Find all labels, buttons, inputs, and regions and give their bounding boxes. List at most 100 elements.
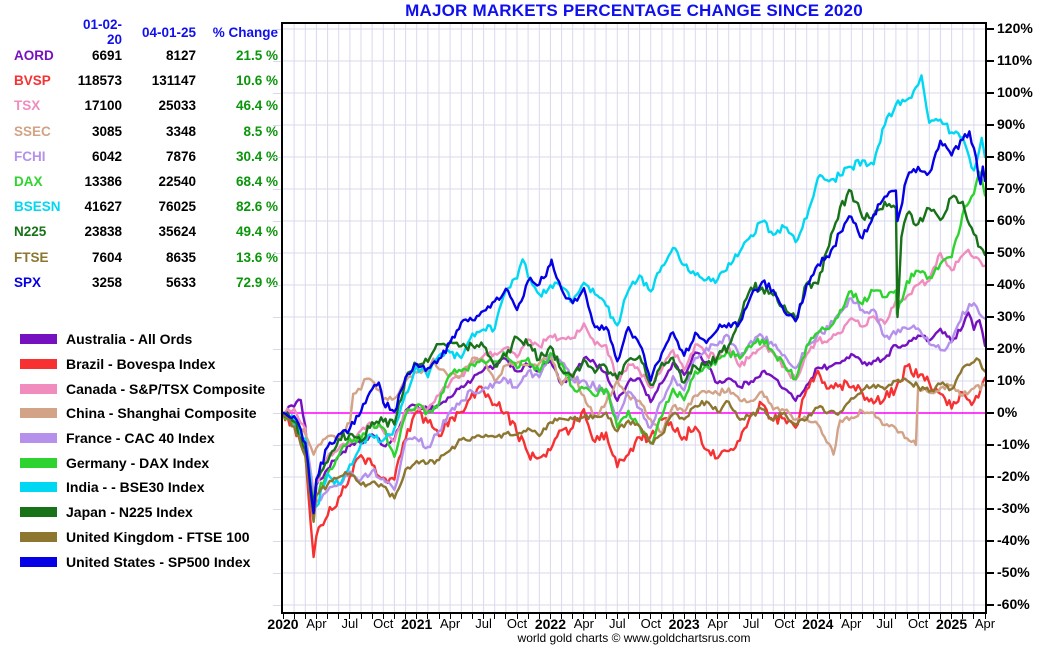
y-axis-label: 20% [997,340,1026,356]
x-axis-label: Jul [742,616,760,631]
legend-swatch-dax [20,457,57,468]
y-axis-tick [987,188,994,190]
legend-item: China - Shanghai Composite [20,401,265,426]
y-axis-tick [987,284,994,286]
y-axis-grid-stub [273,573,281,574]
x-axis-tick [282,614,284,619]
row-symbol: DAX [14,174,43,190]
y-axis-grid-stub [273,157,281,158]
x-axis-label: Apr [573,616,594,631]
y-axis-label: 120% [997,20,1033,36]
y-axis-tick [987,540,994,542]
legend-item: Brazil - Bovespa Index [20,352,265,377]
table-row: FCHI 6042 7876 30.4 % [14,144,278,169]
y-axis-tick [987,156,994,158]
y-axis-label: -50% [997,564,1030,580]
series-line-aord [283,311,985,520]
x-axis-label: Oct [640,616,661,631]
x-axis-tick [928,614,930,619]
x-axis-tick [549,614,551,619]
row-end-value: 7876 [165,148,196,164]
header-pct-change: % Change [212,24,278,40]
summary-table-header: 01-02-20 04-01-25 % Change [14,17,278,47]
plot-area [281,22,987,614]
y-axis-tick [987,604,994,606]
y-axis-label: 60% [997,212,1026,228]
x-axis-tick [627,614,629,619]
x-axis-tick [639,614,641,619]
x-axis-tick [728,614,730,619]
x-axis-tick [605,614,607,619]
y-axis-grid-stub [273,541,281,542]
row-end-value: 25033 [158,98,196,114]
x-axis-tick [438,614,440,619]
x-axis-label: Oct [506,616,528,631]
x-axis-tick [861,614,863,619]
table-row: FTSE 7604 8635 13.6 % [14,245,278,270]
legend-item: Australia - All Ords [20,327,265,352]
summary-table: 01-02-20 04-01-25 % Change AORD 6691 8127 2… [14,17,278,295]
y-axis-grid-stub [273,189,281,190]
x-axis-tick [594,614,596,619]
x-axis-tick [783,614,785,619]
x-axis-label: 2021 [401,616,433,632]
y-axis-grid-stub [273,477,281,478]
x-axis-tick [884,614,886,619]
x-axis-label: Oct [774,616,795,631]
legend-swatch-fchi [20,433,57,444]
x-axis-tick [405,614,407,619]
row-start-value: 13386 [84,174,122,190]
x-axis-label: Apr [440,616,461,631]
row-start-value: 118573 [77,73,122,89]
y-axis-grid-stub [273,221,281,222]
x-axis-tick [850,614,852,619]
row-start-value: 3085 [91,123,122,139]
y-axis-tick [987,220,994,222]
x-axis-label: Jul [876,616,894,631]
row-symbol: FTSE [14,249,49,265]
row-end-value: 22540 [158,174,196,190]
y-axis-tick [987,412,994,414]
y-axis-label: 50% [997,244,1026,260]
y-axis-label: -40% [997,532,1030,548]
row-start-value: 17100 [84,98,122,114]
y-axis-label: 80% [997,148,1026,164]
legend-swatch-ftse [20,531,57,542]
y-axis-grid-stub [273,93,281,94]
x-axis-label: Jul [608,616,626,631]
summary-table-body: AORD 6691 8127 21.5 % BVSP 118573 131147 10.6 %… [14,43,278,295]
legend-label: United States - SP500 Index [66,553,251,570]
x-axis-tick [661,614,663,619]
row-symbol: BVSP [14,73,51,89]
series-line-tsx [283,248,985,495]
x-axis-tick [839,614,841,619]
x-axis-tick [327,614,329,619]
x-axis-tick [427,614,429,619]
x-axis-tick [939,614,941,619]
x-axis-label: Apr [306,616,327,631]
row-symbol: SSEC [14,123,51,139]
legend-swatch-bvsp [20,359,57,370]
x-axis-tick [382,614,384,619]
row-start-value: 6042 [91,148,122,164]
x-axis-label: 2025 [935,616,968,632]
chart-title: MAJOR MARKETS PERCENTAGE CHANGE SINCE 20… [405,1,863,20]
series-line-dax [283,170,985,514]
row-pct-change: 8.5 % [243,123,278,139]
row-end-value: 76025 [158,199,196,215]
x-axis-tick [817,614,819,619]
row-symbol: TSX [14,98,41,114]
series-line-bsesn [283,74,985,508]
x-axis-tick [572,614,574,619]
row-pct-change: 46.4 % [235,98,278,114]
x-axis-tick [338,614,340,619]
legend-item: United States - SP500 Index [20,549,265,574]
row-start-value: 7604 [91,249,122,265]
row-end-value: 8635 [165,249,196,265]
x-axis-tick [471,614,473,619]
y-axis-grid-stub [273,29,281,30]
row-symbol: BSESN [14,199,61,215]
series-line-n225 [283,188,985,507]
legend-label: United Kingdom - FTSE 100 [66,528,250,545]
legend-swatch-n225 [20,507,57,518]
